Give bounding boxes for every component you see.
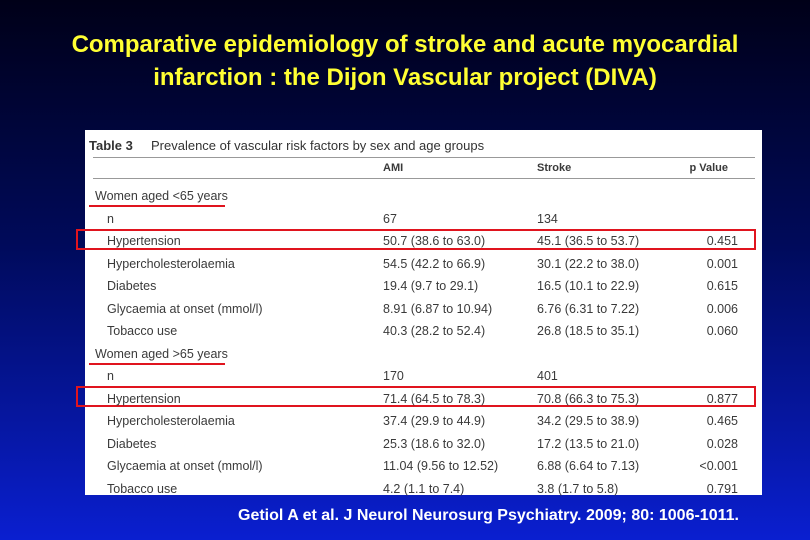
group-underline bbox=[89, 205, 225, 207]
column-header: p Value bbox=[689, 162, 728, 174]
cell: 19.4 (9.7 to 29.1) bbox=[383, 279, 479, 293]
row-label: n bbox=[107, 211, 114, 226]
cell: 34.2 (29.5 to 38.9) bbox=[537, 414, 640, 428]
row-label: Hypercholesterolaemia bbox=[107, 414, 235, 428]
cell: 0.791 bbox=[706, 481, 738, 496]
row-label: Tobacco use bbox=[107, 481, 178, 496]
cell: 70.8 (66.3 to 75.3) bbox=[537, 391, 640, 406]
cell: 26.8 (18.5 to 35.1) bbox=[537, 324, 640, 338]
rule bbox=[93, 157, 755, 158]
cell: 170 bbox=[383, 369, 404, 383]
cell: 11.04 (9.56 to 12.52) bbox=[383, 459, 499, 473]
cell: 54.5 (42.2 to 66.9) bbox=[383, 256, 486, 271]
citation: Getiol A et al. J Neurol Neurosurg Psych… bbox=[238, 507, 739, 524]
group-label: Women aged >65 years bbox=[95, 346, 228, 361]
row-label: Diabetes bbox=[107, 279, 157, 293]
cell: 71.4 (64.5 to 78.3) bbox=[383, 391, 486, 406]
cell: 50.7 (38.6 to 63.0) bbox=[383, 234, 486, 248]
cell: 25.3 (18.6 to 32.0) bbox=[383, 436, 486, 451]
cell: 16.5 (10.1 to 22.9) bbox=[537, 279, 640, 293]
cell: 0.465 bbox=[706, 414, 738, 428]
table-caption: Prevalence of vascular risk factors by s… bbox=[151, 138, 485, 153]
row-label: Hypertension bbox=[107, 391, 181, 406]
cell: 8.91 (6.87 to 10.94) bbox=[383, 301, 493, 316]
cell: 0.451 bbox=[706, 234, 738, 248]
row-label: Hypertension bbox=[107, 234, 181, 248]
cell: 4.2 (1.1 to 7.4) bbox=[383, 481, 465, 496]
table-label: Table 3 bbox=[89, 138, 133, 153]
cell: 30.1 (22.2 to 38.0) bbox=[537, 256, 640, 271]
cell: 0.060 bbox=[706, 324, 738, 338]
row-label: Tobacco use bbox=[107, 324, 178, 338]
slide-title: Comparative epidemiology of stroke and a… bbox=[71, 31, 739, 91]
row-label: Hypercholesterolaemia bbox=[107, 256, 235, 271]
row-label: n bbox=[107, 369, 114, 383]
row-label: Glycaemia at onset (mmol/l) bbox=[107, 459, 263, 473]
cell: 134 bbox=[537, 211, 558, 226]
row-label: Diabetes bbox=[107, 436, 157, 451]
table: Table 3 Prevalence of vascular risk fact… bbox=[76, 130, 762, 496]
cell: 0.006 bbox=[706, 301, 738, 316]
cell: 45.1 (36.5 to 53.7) bbox=[537, 234, 640, 248]
cell: 17.2 (13.5 to 21.0) bbox=[537, 436, 640, 451]
cell: 0.028 bbox=[706, 436, 738, 451]
cell: 6.88 (6.64 to 7.13) bbox=[537, 459, 640, 473]
group-label: Women aged <65 years bbox=[95, 189, 228, 203]
column-header: Stroke bbox=[537, 162, 572, 174]
cell: 37.4 (29.9 to 44.9) bbox=[383, 414, 486, 428]
cell: <0.001 bbox=[699, 459, 738, 473]
group-underline bbox=[89, 362, 225, 365]
cell: 401 bbox=[537, 369, 558, 383]
cell: 67 bbox=[383, 211, 397, 226]
cell: 0.615 bbox=[706, 279, 738, 293]
cell: 0.877 bbox=[706, 391, 738, 406]
cell: 6.76 (6.31 to 7.22) bbox=[537, 301, 640, 316]
cell: 0.001 bbox=[706, 256, 738, 271]
highlight-box bbox=[76, 386, 756, 407]
cell: 40.3 (28.2 to 52.4) bbox=[383, 324, 486, 338]
row-label: Glycaemia at onset (mmol/l) bbox=[107, 301, 263, 316]
rule bbox=[93, 178, 755, 179]
cell: 3.8 (1.7 to 5.8) bbox=[537, 481, 619, 496]
column-header: AMI bbox=[383, 162, 404, 174]
highlight-box bbox=[76, 229, 756, 250]
